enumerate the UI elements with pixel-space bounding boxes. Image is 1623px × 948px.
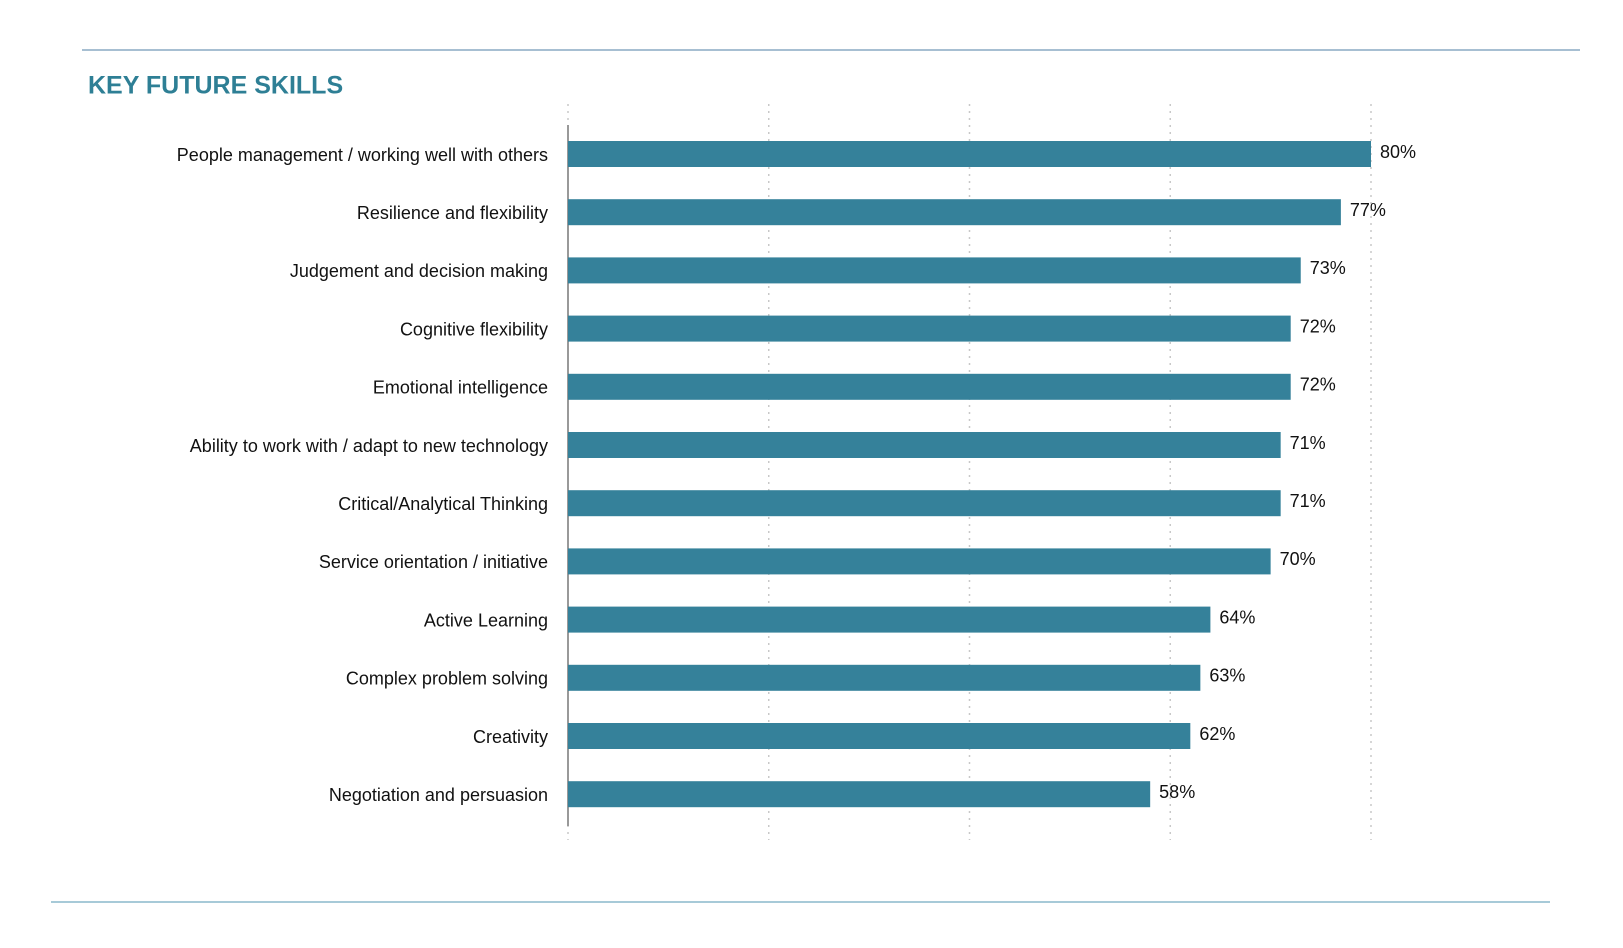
y-tick-label: Resilience and flexibility [357,203,548,223]
value-label: 77% [1350,200,1386,220]
value-label: 64% [1219,607,1255,627]
value-label: 73% [1310,258,1346,278]
bar [568,141,1371,167]
bar [568,723,1191,749]
y-tick-label: Creativity [473,727,548,747]
y-tick-label: Complex problem solving [346,669,548,689]
bar [568,548,1271,575]
bar [568,373,1291,400]
y-tick-label: Active Learning [424,610,548,630]
bar [568,199,1341,226]
bar [568,490,1281,517]
chart-title: KEY FUTURE SKILLS [88,72,343,100]
bar [568,432,1281,458]
y-tick-label: Emotional intelligence [373,378,548,398]
y-tick-label: Ability to work with / adapt to new tech… [190,436,548,456]
value-label: 63% [1209,666,1245,686]
bar [568,315,1291,342]
y-tick-label: Critical/Analytical Thinking [338,494,548,514]
value-label: 72% [1300,375,1336,395]
y-tick-label: Negotiation and persuasion [329,785,548,805]
bar [568,781,1151,808]
bar [568,664,1201,691]
value-label: 72% [1300,316,1336,336]
y-tick-label: Judgement and decision making [290,261,548,281]
y-tick-label: Cognitive flexibility [400,319,548,339]
y-tick-label: Service orientation / initiative [319,552,548,572]
value-label: 71% [1290,433,1326,453]
value-label: 62% [1199,724,1235,744]
value-label: 58% [1159,782,1195,802]
value-label: 70% [1280,549,1316,569]
bar [568,257,1301,284]
value-label: 80% [1380,142,1416,162]
y-tick-label: People management / working well with ot… [177,145,548,165]
bar [568,606,1211,633]
value-label: 71% [1290,491,1326,511]
